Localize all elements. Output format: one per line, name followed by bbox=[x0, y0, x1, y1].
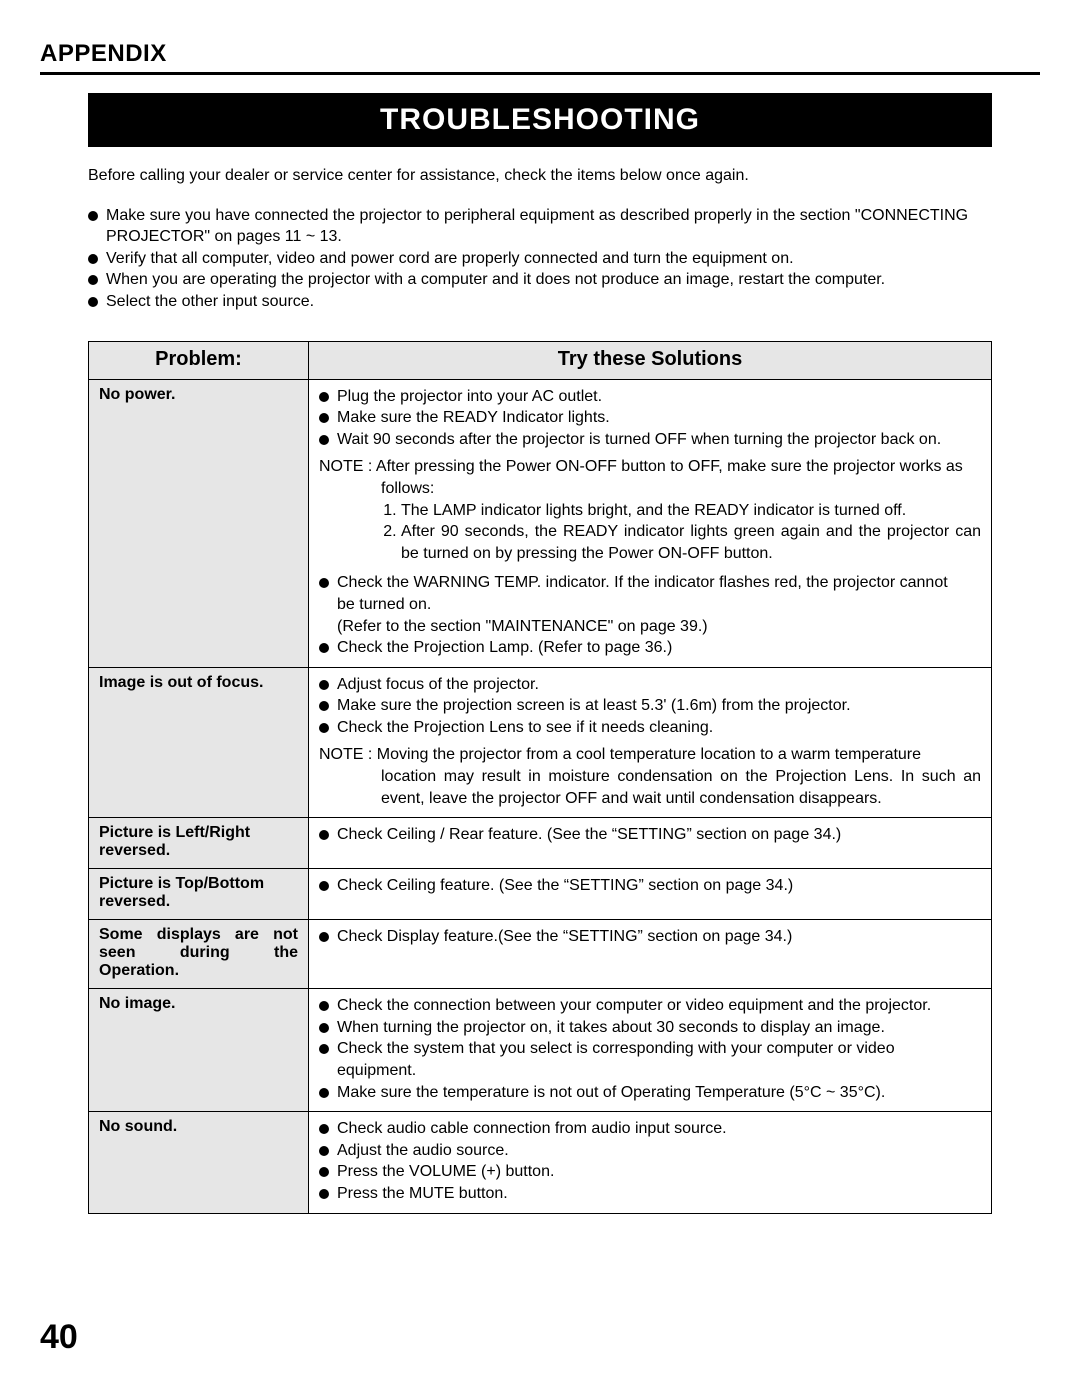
intro-block: Before calling your dealer or service ce… bbox=[88, 165, 992, 313]
note-block: NOTE : After pressing the Power ON-OFF b… bbox=[319, 456, 981, 499]
table-row: No power.Plug the projector into your AC… bbox=[89, 379, 992, 667]
bullet-icon bbox=[319, 830, 329, 840]
solution-bullet: Press the VOLUME (+) button. bbox=[319, 1161, 981, 1183]
bullet-icon bbox=[319, 643, 329, 653]
bullet-icon bbox=[319, 701, 329, 711]
solution-bullet: Check Display feature.(See the “SETTING”… bbox=[319, 926, 981, 948]
problem-cell: No power. bbox=[89, 379, 309, 667]
list-item: After 90 seconds, the READY indicator li… bbox=[401, 521, 981, 564]
bullet-icon bbox=[319, 881, 329, 891]
solution-cell: Check Ceiling / Rear feature. (See the “… bbox=[309, 818, 992, 869]
solution-cell: Check the connection between your comput… bbox=[309, 989, 992, 1112]
bullet-icon bbox=[319, 1088, 329, 1098]
bullet-icon bbox=[319, 1124, 329, 1134]
solution-cell: Plug the projector into your AC outlet.M… bbox=[309, 379, 992, 667]
problem-cell: Some displays are not seen during the Op… bbox=[89, 920, 309, 989]
intro-bullet: When you are operating the projector wit… bbox=[88, 269, 992, 291]
note-line: NOTE : After pressing the Power ON-OFF b… bbox=[319, 456, 981, 478]
troubleshooting-table: Problem: Try these Solutions No power.Pl… bbox=[88, 341, 992, 1214]
bullet-icon bbox=[88, 297, 98, 307]
bullet-icon bbox=[319, 1044, 329, 1054]
intro-bullet: Select the other input source. bbox=[88, 291, 992, 313]
solution-bullet: Check the WARNING TEMP. indicator. If th… bbox=[319, 572, 981, 594]
bullet-icon bbox=[319, 1189, 329, 1199]
solution-bullet: When turning the projector on, it takes … bbox=[319, 1017, 981, 1039]
solution-bullet: Check audio cable connection from audio … bbox=[319, 1118, 981, 1140]
note-body: follows: bbox=[319, 478, 981, 500]
solution-bullet: Make sure the projection screen is at le… bbox=[319, 695, 981, 717]
solution-bullet-cont: be turned on. bbox=[319, 594, 981, 616]
solution-bullet: Check the Projection Lens to see if it n… bbox=[319, 717, 981, 739]
solution-bullet: Press the MUTE button. bbox=[319, 1183, 981, 1205]
intro-bullet: Verify that all computer, video and powe… bbox=[88, 248, 992, 270]
numbered-list: The LAMP indicator lights bright, and th… bbox=[319, 500, 981, 565]
intro-bullets: Make sure you have connected the project… bbox=[88, 205, 992, 313]
table-row: Picture is Top/Bottom reversed. Check Cei… bbox=[89, 869, 992, 920]
solution-bullet: Make sure the temperature is not out of … bbox=[319, 1082, 981, 1104]
table-header-solutions: Try these Solutions bbox=[309, 341, 992, 379]
table-row: Some displays are not seen during the Op… bbox=[89, 920, 992, 989]
solution-bullet-cont: equipment. bbox=[319, 1060, 981, 1082]
solution-bullet: Check Ceiling feature. (See the “SETTING… bbox=[319, 875, 981, 897]
bullet-icon bbox=[319, 680, 329, 690]
solution-bullet: Adjust the audio source. bbox=[319, 1140, 981, 1162]
bullet-icon bbox=[319, 392, 329, 402]
solution-cell: Check Display feature.(See the “SETTING”… bbox=[309, 920, 992, 989]
solution-bullet: Check Ceiling / Rear feature. (See the “… bbox=[319, 824, 981, 846]
bullet-icon bbox=[319, 932, 329, 942]
table-row: Picture is Left/Right reversed. Check Cei… bbox=[89, 818, 992, 869]
list-item: The LAMP indicator lights bright, and th… bbox=[401, 500, 981, 522]
spacer bbox=[319, 564, 981, 572]
solution-bullet: Check the Projection Lamp. (Refer to pag… bbox=[319, 637, 981, 659]
bullet-icon bbox=[319, 723, 329, 733]
note-body: location may result in moisture condensa… bbox=[319, 766, 981, 809]
bullet-icon bbox=[319, 413, 329, 423]
table-row: Image is out of focus.Adjust focus of th… bbox=[89, 667, 992, 818]
solution-bullet: Adjust focus of the projector. bbox=[319, 674, 981, 696]
intro-bullet: Make sure you have connected the project… bbox=[88, 205, 992, 227]
divider bbox=[40, 72, 1040, 75]
problem-cell: Image is out of focus. bbox=[89, 667, 309, 818]
solution-bullet: Plug the projector into your AC outlet. bbox=[319, 386, 981, 408]
bullet-icon bbox=[88, 254, 98, 264]
note-line: NOTE : Moving the projector from a cool … bbox=[319, 744, 981, 766]
table-row: No image. Check the connection between yo… bbox=[89, 989, 992, 1112]
solution-bullet: Wait 90 seconds after the projector is t… bbox=[319, 429, 981, 451]
page-number: 40 bbox=[40, 1318, 78, 1357]
solution-line: (Refer to the section "MAINTENANCE" on p… bbox=[319, 616, 981, 638]
table-header-problem: Problem: bbox=[89, 341, 309, 379]
intro-text: Before calling your dealer or service ce… bbox=[88, 165, 992, 187]
solution-cell: Check Ceiling feature. (See the “SETTING… bbox=[309, 869, 992, 920]
solution-bullet: Check the connection between your comput… bbox=[319, 995, 981, 1017]
intro-bullet-cont: PROJECTOR" on pages 11 ~ 13. bbox=[88, 226, 992, 248]
solution-bullet: Check the system that you select is corr… bbox=[319, 1038, 981, 1060]
bullet-icon bbox=[88, 211, 98, 221]
table-row: No sound. Check audio cable connection fr… bbox=[89, 1112, 992, 1213]
bullet-icon bbox=[319, 578, 329, 588]
bullet-icon bbox=[88, 275, 98, 285]
solution-cell: Check audio cable connection from audio … bbox=[309, 1112, 992, 1213]
section-label: APPENDIX bbox=[40, 40, 1040, 68]
solution-bullet: Make sure the READY Indicator lights. bbox=[319, 407, 981, 429]
bullet-icon bbox=[319, 1001, 329, 1011]
problem-cell: No image. bbox=[89, 989, 309, 1112]
bullet-icon bbox=[319, 1167, 329, 1177]
note-block: NOTE : Moving the projector from a cool … bbox=[319, 744, 981, 809]
bullet-icon bbox=[319, 1146, 329, 1156]
problem-cell: Picture is Top/Bottom reversed. bbox=[89, 869, 309, 920]
solution-cell: Adjust focus of the projector.Make sure … bbox=[309, 667, 992, 818]
bullet-icon bbox=[319, 1023, 329, 1033]
problem-cell: Picture is Left/Right reversed. bbox=[89, 818, 309, 869]
page-title: TROUBLESHOOTING bbox=[88, 93, 992, 147]
page-content: APPENDIX TROUBLESHOOTING Before calling … bbox=[40, 40, 1040, 1214]
bullet-icon bbox=[319, 435, 329, 445]
problem-cell: No sound. bbox=[89, 1112, 309, 1213]
